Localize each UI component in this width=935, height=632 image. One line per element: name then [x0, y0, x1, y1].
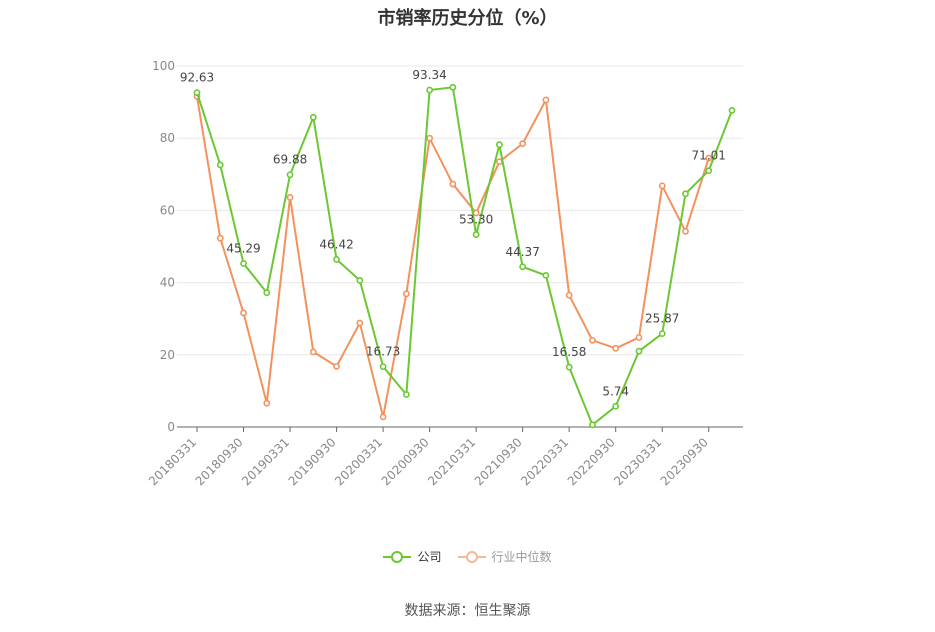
point-industry-20 — [658, 182, 666, 190]
x-tick-label-20220930: 20220930 — [565, 435, 618, 488]
point-company-22 — [705, 167, 713, 175]
point-industry-1 — [216, 234, 224, 242]
legend-marker-company — [383, 550, 412, 563]
chart-title: 市销率历史分位（%） — [377, 8, 558, 29]
data-label-8: 16.73 — [366, 345, 400, 359]
point-company-8 — [379, 363, 387, 371]
point-company-20 — [658, 330, 666, 338]
point-industry-2 — [240, 309, 247, 317]
legend-marker-industry — [457, 550, 486, 563]
point-company-13 — [495, 141, 503, 149]
data-label-6: 46.42 — [319, 237, 353, 251]
point-industry-7 — [356, 319, 364, 327]
point-industry-4 — [286, 194, 294, 201]
point-company-21 — [682, 190, 689, 198]
data-label-12: 53.30 — [459, 213, 493, 227]
point-company-19 — [635, 347, 643, 355]
x-tick-label-20190930: 20190930 — [286, 435, 339, 488]
y-tick-label-100: 100 — [152, 59, 175, 73]
data-label-0: 92.63 — [180, 71, 214, 85]
point-industry-5 — [309, 348, 317, 356]
legend-label-industry: 行业中位数 — [491, 550, 552, 564]
point-industry-16 — [565, 291, 573, 299]
point-industry-18 — [612, 344, 620, 352]
point-company-9 — [402, 391, 410, 398]
x-tick-label-20200331: 20200331 — [332, 435, 385, 488]
point-industry-11 — [449, 180, 457, 188]
x-tick-label-20180331: 20180331 — [146, 435, 199, 488]
data-labels: 92.63 45.29 69.88 46.42 16.73 93.34 53.30 44.37… — [180, 68, 726, 398]
point-company-16 — [565, 363, 573, 371]
point-company-14 — [519, 263, 527, 271]
point-company-23 — [728, 107, 736, 114]
y-tick-label-40: 40 — [160, 276, 175, 290]
series-lines — [193, 83, 736, 429]
x-tick-label-20210930: 20210930 — [472, 435, 525, 488]
point-company-12 — [472, 231, 480, 238]
x-tick-label-20230930: 20230930 — [658, 435, 711, 488]
point-company-17 — [589, 421, 596, 429]
x-tick-label-20200930: 20200930 — [379, 435, 432, 488]
legend-label-company: 公司 — [417, 550, 442, 564]
data-label-10: 93.34 — [412, 68, 446, 82]
data-label-4: 69.88 — [273, 153, 307, 167]
point-industry-17 — [589, 336, 596, 344]
point-industry-9 — [402, 290, 410, 298]
source-note: 数据来源：恒生聚源 — [404, 603, 531, 619]
y-tick-label-60: 60 — [160, 203, 175, 217]
point-company-7 — [356, 277, 364, 284]
point-company-4 — [286, 171, 294, 179]
legend-item-industry[interactable]: 行业中位数 — [457, 548, 552, 565]
grid-lines — [177, 65, 743, 428]
point-industry-3 — [263, 399, 271, 407]
point-industry-10 — [426, 134, 434, 142]
series-line-company — [196, 86, 733, 427]
y-tick-label-20: 20 — [160, 348, 175, 362]
point-company-2 — [240, 260, 247, 267]
x-tick-label-20180930: 20180930 — [193, 435, 246, 488]
point-company-10 — [426, 86, 434, 94]
data-label-20: 25.87 — [645, 312, 679, 326]
point-industry-19 — [635, 334, 643, 341]
point-industry-15 — [542, 96, 550, 104]
data-label-16: 16.58 — [552, 345, 586, 359]
point-company-11 — [449, 83, 457, 91]
legend: 公司 行业中位数 — [0, 548, 935, 565]
x-tick-label-20230331: 20230331 — [611, 435, 664, 488]
point-company-6 — [333, 256, 340, 263]
point-company-0 — [193, 89, 201, 97]
data-label-22: 71.01 — [692, 149, 726, 163]
legend-item-company[interactable]: 公司 — [383, 548, 442, 565]
point-industry-6 — [333, 362, 340, 370]
x-tick-label-20220331: 20220331 — [518, 435, 571, 488]
point-industry-13 — [495, 158, 503, 166]
x-tick-label-20210331: 20210331 — [425, 435, 478, 488]
point-industry-14 — [519, 140, 527, 148]
point-company-3 — [263, 289, 271, 297]
point-industry-21 — [682, 227, 689, 235]
point-company-1 — [216, 161, 224, 169]
data-label-2: 45.29 — [226, 242, 260, 256]
x-tick-label-20190331: 20190331 — [239, 435, 292, 488]
data-label-18: 5.74 — [602, 384, 629, 398]
point-company-5 — [309, 113, 317, 121]
point-company-15 — [542, 271, 550, 279]
y-tick-label-0: 0 — [167, 420, 175, 434]
point-industry-8 — [379, 413, 387, 421]
axes: 0 20 40 60 80 100 2018033120180930201903312019… — [146, 59, 743, 488]
point-industry-22 — [705, 154, 713, 162]
data-label-14: 44.37 — [505, 245, 539, 259]
point-company-18 — [612, 402, 620, 410]
y-tick-label-80: 80 — [160, 131, 175, 145]
